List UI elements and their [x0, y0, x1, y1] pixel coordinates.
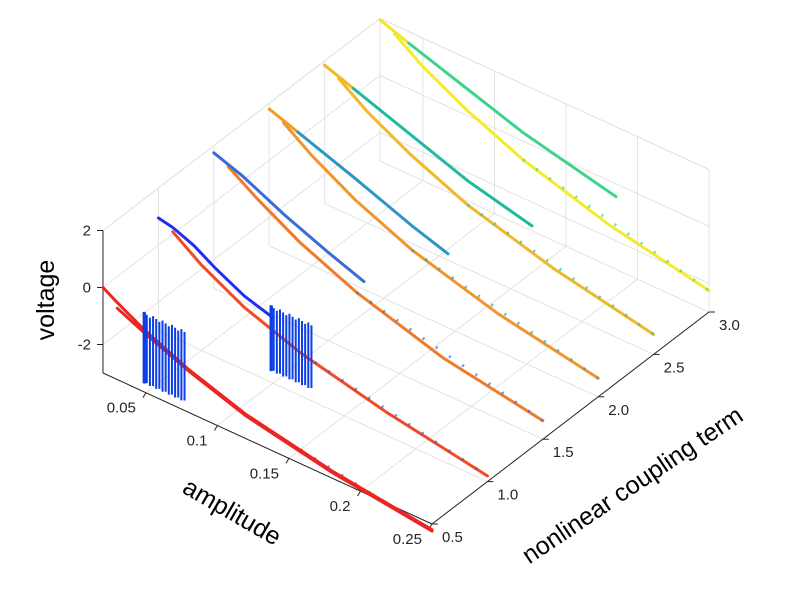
grid-line-wall-z [102, 132, 381, 345]
series-layer [101, 18, 711, 533]
grid-line-wall-z [379, 75, 710, 227]
grid-line-floor-x [217, 213, 495, 426]
grid-line-floor-x [288, 245, 567, 459]
grid-line-floor-y [379, 160, 710, 313]
y-tick-label: 2.5 [664, 359, 685, 376]
z-axis-label: voltage [32, 260, 60, 341]
y-tick-label: 1.0 [497, 487, 518, 504]
series-upper-branch-start [323, 63, 355, 90]
x-tick-label: 0.2 [330, 498, 351, 515]
series-scatter-points [411, 248, 600, 380]
z-tick-label: 0 [83, 280, 91, 297]
grid-line-floor-y [324, 202, 654, 355]
y-axis-label: nonlinear coupling term [517, 401, 748, 570]
series-upper-branch [212, 151, 366, 284]
series-upper-branch [296, 130, 450, 256]
grid-line-floor-y [268, 245, 599, 398]
series-upper-branch [156, 216, 275, 320]
series-scatter-points [355, 291, 544, 422]
grid-line-floor-y [158, 330, 488, 483]
grid-line-floor-x [360, 278, 638, 492]
series-upper-branch [351, 86, 534, 228]
box-edge [379, 18, 710, 170]
series-upper-branch-start [378, 18, 411, 45]
x-tick [214, 425, 218, 431]
y-tick-label: 3.0 [719, 317, 740, 334]
series-upper-branch-start [267, 107, 300, 134]
y-tick-label: 0.5 [442, 529, 463, 546]
grid-line-floor-x [145, 180, 424, 394]
x-tick-label: 0.05 [107, 400, 136, 417]
series-lower-branch [337, 77, 656, 336]
x-tick-label: 0.15 [250, 465, 279, 482]
series-upper-branch [101, 286, 434, 532]
series-lower-branch [226, 165, 545, 423]
tick-labels: 0.05 0.1 0.15 0.2 0.25 0.5 1.0 1.5 2.0 2.5 3.0 -2 0 2 [78, 223, 740, 549]
y-tick-label: 1.5 [553, 444, 574, 461]
box-edge [102, 18, 381, 231]
series-scatter-points [522, 158, 710, 292]
x-tick-label: 0.25 [393, 531, 422, 548]
x-tick [285, 458, 290, 464]
series-upper-branch [407, 41, 618, 199]
z-tick-label: -2 [78, 337, 91, 354]
x-tick-label: 0.1 [187, 433, 208, 450]
x-tick [357, 490, 361, 497]
series-lower-branch [392, 32, 711, 293]
grid-line-wall-z [379, 132, 710, 284]
series-scatter-points [466, 203, 655, 336]
x-axis-label: amplitude [178, 473, 286, 551]
z-tick-label: 2 [83, 223, 91, 240]
x-tick [142, 392, 147, 398]
y-axis-line [431, 311, 710, 525]
series-lower-branch [282, 121, 600, 380]
y-tick-label: 2.0 [608, 402, 629, 419]
